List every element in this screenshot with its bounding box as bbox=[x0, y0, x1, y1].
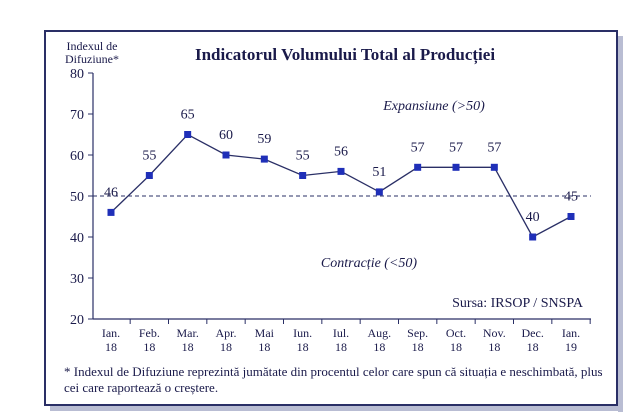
data-label: 40 bbox=[526, 210, 540, 225]
data-label: 51 bbox=[372, 165, 386, 180]
data-point bbox=[299, 172, 307, 179]
frame-shadow-right bbox=[618, 36, 623, 412]
y-axis-label-line: Difuziune* bbox=[65, 52, 119, 66]
x-tick-label: 18 bbox=[335, 340, 347, 354]
annotation-expansion: Expansiune (>50) bbox=[382, 99, 485, 114]
data-label: 45 bbox=[564, 190, 578, 205]
x-tick-label: Iun. bbox=[293, 326, 312, 340]
chart-title: Indicatorul Volumului Total al Producție… bbox=[195, 45, 495, 65]
x-tick-label: 18 bbox=[182, 340, 194, 354]
data-point bbox=[414, 163, 422, 171]
data-point bbox=[337, 167, 345, 175]
y-tick-label: 60 bbox=[70, 149, 84, 164]
y-axis-ticks: 20 30 40 50 60 70 80 bbox=[70, 67, 93, 328]
data-label: 57 bbox=[449, 140, 463, 155]
annotation-contraction: Contracție (<50) bbox=[321, 256, 417, 271]
data-label: 57 bbox=[411, 140, 425, 155]
x-tick-label: 18 bbox=[258, 340, 270, 354]
x-tick-label: Sep. bbox=[407, 326, 428, 340]
data-point bbox=[490, 163, 498, 171]
x-tick-label: Apr. bbox=[216, 326, 237, 340]
data-label: 57 bbox=[487, 140, 501, 155]
data-point bbox=[260, 155, 268, 163]
x-axis-ticks: Ian.18Feb.18Mar.18Apr.18Mai18Iun.18Iul.1… bbox=[102, 319, 591, 354]
x-tick-label: 18 bbox=[143, 340, 155, 354]
x-tick-label: 18 bbox=[527, 340, 539, 354]
x-tick-label: 18 bbox=[373, 340, 385, 354]
y-tick-label: 20 bbox=[70, 313, 84, 328]
y-tick-label: 80 bbox=[70, 67, 84, 82]
x-tick-label: Iul. bbox=[333, 326, 349, 340]
data-label: 59 bbox=[257, 132, 271, 147]
y-tick-label: 70 bbox=[70, 108, 84, 123]
data-label: 60 bbox=[219, 128, 233, 143]
x-tick-label: Feb. bbox=[139, 326, 160, 340]
y-axis-label-line: Indexul de bbox=[67, 39, 118, 53]
data-point bbox=[567, 213, 575, 220]
data-point bbox=[184, 131, 192, 138]
data-point bbox=[222, 151, 230, 159]
data-label: 46 bbox=[104, 185, 118, 200]
x-tick-label: Aug. bbox=[367, 326, 391, 340]
data-point bbox=[452, 163, 460, 171]
x-tick-label: Ian. bbox=[102, 326, 120, 340]
x-tick-label: 19 bbox=[565, 340, 577, 354]
y-tick-label: 40 bbox=[70, 231, 84, 246]
source-note: Sursa: IRSOP / SNSPA bbox=[452, 296, 584, 311]
y-tick-label: 50 bbox=[70, 190, 84, 205]
x-tick-label: 18 bbox=[105, 340, 117, 354]
series-markers bbox=[107, 131, 575, 241]
x-tick-label: Nov. bbox=[483, 326, 506, 340]
x-tick-label: 18 bbox=[297, 340, 309, 354]
data-point bbox=[529, 233, 537, 241]
x-tick-label: Mai bbox=[255, 326, 275, 340]
data-labels: 46 55 65 60 59 55 56 51 57 57 57 40 45 bbox=[104, 108, 578, 226]
data-point bbox=[375, 188, 383, 196]
x-tick-label: 18 bbox=[220, 340, 232, 354]
data-point bbox=[145, 172, 153, 179]
footnote: * Indexul de Difuziune reprezintă jumăta… bbox=[64, 364, 603, 395]
x-tick-label: Dec. bbox=[522, 326, 544, 340]
x-tick-label: Oct. bbox=[446, 326, 466, 340]
x-tick-label: Ian. bbox=[562, 326, 580, 340]
data-label: 56 bbox=[334, 144, 348, 159]
data-label: 55 bbox=[142, 149, 156, 164]
y-tick-label: 30 bbox=[70, 272, 84, 287]
x-tick-label: 18 bbox=[412, 340, 424, 354]
data-label: 55 bbox=[296, 149, 310, 164]
data-point bbox=[107, 208, 115, 216]
frame-shadow-bottom bbox=[50, 406, 623, 411]
data-label: 65 bbox=[181, 108, 195, 123]
x-tick-label: 18 bbox=[488, 340, 500, 354]
x-tick-label: 18 bbox=[450, 340, 462, 354]
x-tick-label: Mar. bbox=[176, 326, 198, 340]
